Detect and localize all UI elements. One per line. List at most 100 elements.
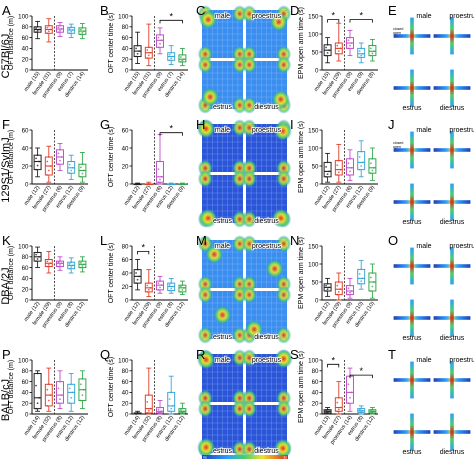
data-point — [47, 156, 50, 158]
data-point — [70, 266, 73, 268]
box-4 — [178, 182, 187, 186]
data-point — [36, 372, 39, 375]
y-tick-label: 20 — [22, 401, 29, 408]
data-point — [326, 173, 329, 176]
data-point — [347, 39, 350, 42]
data-point — [325, 284, 327, 287]
data-point — [371, 157, 374, 160]
y-tick-label: 150 — [308, 127, 319, 134]
hot-spot — [197, 437, 216, 457]
y-tick-label: 0 — [125, 411, 129, 418]
data-point — [361, 409, 364, 412]
hot-spot — [197, 400, 213, 418]
data-point — [38, 28, 41, 31]
panel-letter-B: B — [100, 3, 109, 18]
data-point — [47, 264, 50, 266]
data-point — [349, 284, 351, 287]
strain-label: BALB/cJ — [0, 379, 12, 421]
data-point — [68, 172, 71, 175]
data-point — [46, 26, 49, 29]
data-point — [59, 264, 61, 266]
y-tick-label: 80 — [122, 243, 129, 250]
box-2 — [56, 256, 64, 271]
y-tick-label: 0 — [25, 67, 29, 74]
data-point — [328, 410, 331, 413]
data-point — [70, 396, 73, 399]
y-tick-label: 100 — [118, 13, 129, 20]
data-point — [136, 278, 139, 281]
data-point — [159, 411, 161, 414]
data-point — [47, 258, 50, 261]
data-point — [81, 260, 84, 263]
data-point — [38, 255, 41, 258]
data-point — [46, 32, 49, 35]
box-3 — [357, 140, 366, 178]
data-point — [138, 50, 141, 52]
data-point — [349, 44, 351, 47]
hot-spot — [197, 56, 213, 74]
heatmap-label: proestrus — [252, 13, 282, 20]
box-0 — [33, 370, 42, 412]
data-point — [326, 282, 329, 285]
data-point — [79, 166, 82, 169]
y-tick-label: 40 — [122, 270, 129, 277]
significance-bracket — [327, 363, 340, 368]
data-point — [360, 150, 363, 153]
closed-label: closed — [393, 27, 403, 31]
y-axis-label: EPM open arm time (s) — [298, 121, 305, 193]
data-point — [68, 32, 71, 35]
data-point — [159, 160, 161, 163]
box-2 — [56, 143, 64, 171]
heatmap-label: proestrus — [252, 127, 282, 134]
data-point — [138, 275, 141, 278]
data-point — [326, 411, 329, 414]
data-point — [136, 412, 139, 414]
colorbar-high-label: 3s — [283, 455, 287, 459]
data-point — [325, 290, 327, 292]
data-point — [170, 51, 173, 54]
data-point — [57, 387, 60, 390]
box-1 — [144, 269, 153, 298]
y-tick-label: 100 — [18, 13, 29, 20]
data-point — [347, 293, 350, 296]
data-point — [147, 46, 150, 49]
data-point — [47, 24, 50, 27]
maze-label: diestrus — [440, 105, 465, 112]
heatmap-label: proestrus — [252, 243, 282, 250]
hot-spot — [197, 350, 216, 370]
data-point — [358, 408, 361, 411]
data-point — [136, 183, 139, 185]
data-point — [336, 401, 339, 404]
y-axis-label: EPM open arm time (s) — [298, 351, 305, 423]
data-point — [157, 288, 160, 291]
data-point — [159, 280, 161, 282]
data-point — [347, 402, 350, 405]
closed-arm — [410, 17, 414, 55]
panel-letters: A B C D E F G H I J K L M N O P Q R S T — [2, 3, 398, 362]
data-point — [325, 409, 327, 412]
epm-maze-panel: male proestrus estrus diestrus — [393, 357, 474, 456]
box-0 — [323, 152, 332, 183]
data-point — [328, 170, 331, 173]
y-tick-label: 0 — [315, 297, 319, 304]
data-point — [70, 30, 73, 33]
maze-label: proestrus — [449, 13, 474, 20]
hot-spot — [241, 5, 257, 23]
data-point — [170, 391, 173, 394]
data-point — [179, 61, 182, 63]
data-point — [147, 409, 150, 412]
box-4 — [78, 23, 87, 40]
maze-label: male — [416, 13, 431, 20]
data-point — [70, 383, 73, 386]
strain-label: 129S1/SvImJ — [0, 137, 12, 202]
data-point — [168, 289, 171, 292]
data-point — [369, 172, 372, 175]
data-point — [146, 49, 149, 51]
data-point — [179, 409, 182, 411]
data-point — [47, 169, 50, 172]
data-point — [35, 384, 37, 387]
data-point — [147, 54, 150, 57]
box-0 — [33, 246, 42, 269]
y-tick-label: 80 — [122, 24, 129, 31]
